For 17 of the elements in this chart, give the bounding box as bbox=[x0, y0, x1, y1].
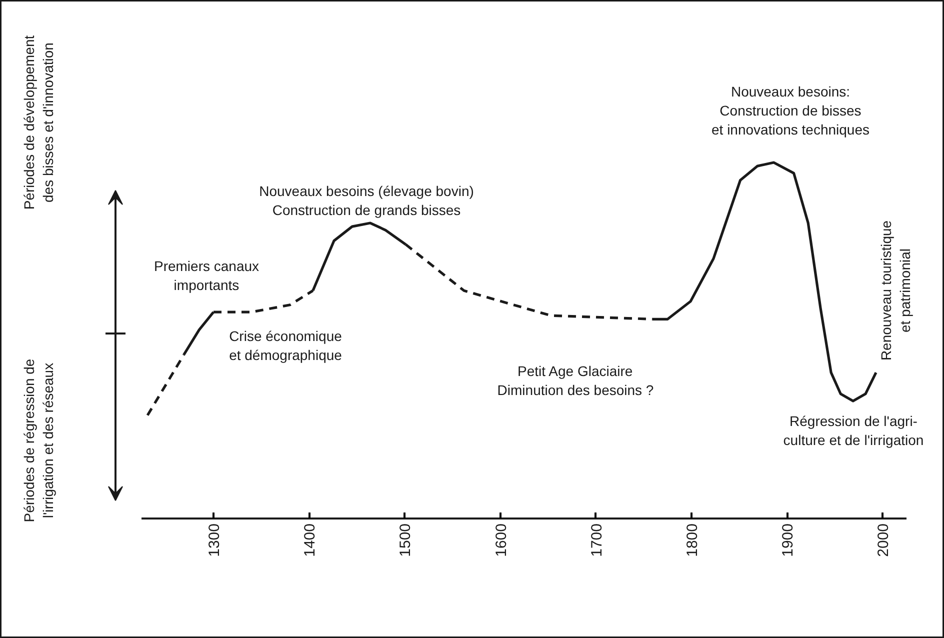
annotation: Renouveau touristique et patrimonial bbox=[878, 220, 914, 361]
annotation: Régression de l'agri- culture et de l'irrigation bbox=[783, 412, 924, 448]
text: Nouveaux besoins: Construction de bisses et innovations techniques bbox=[712, 83, 870, 138]
annotation: Petit Age Glaciaire Diminution des besoins ? bbox=[497, 362, 654, 398]
x-tick-label: 1500 bbox=[397, 523, 414, 557]
x-tick-label: 1300 bbox=[206, 523, 223, 557]
text: Périodes de développement des bisses et d'innovation bbox=[20, 35, 56, 210]
x-tick-label: 2000 bbox=[875, 523, 892, 557]
x-tick-label: 1800 bbox=[684, 523, 701, 557]
annotation: Nouveaux besoins (élevage bovin) Construction de grands bisses bbox=[259, 182, 474, 218]
x-tick-label: 1400 bbox=[302, 523, 319, 557]
text: Périodes de régression de l'irrigation et des réseaux bbox=[20, 358, 56, 522]
annotation: Premiers canaux importants bbox=[154, 258, 260, 294]
annotation: Crise économique et démographique bbox=[229, 328, 342, 364]
x-tick-label: 1900 bbox=[780, 523, 797, 557]
x-tick-label: 1600 bbox=[492, 523, 510, 557]
x-tick-label: 1700 bbox=[588, 523, 606, 557]
